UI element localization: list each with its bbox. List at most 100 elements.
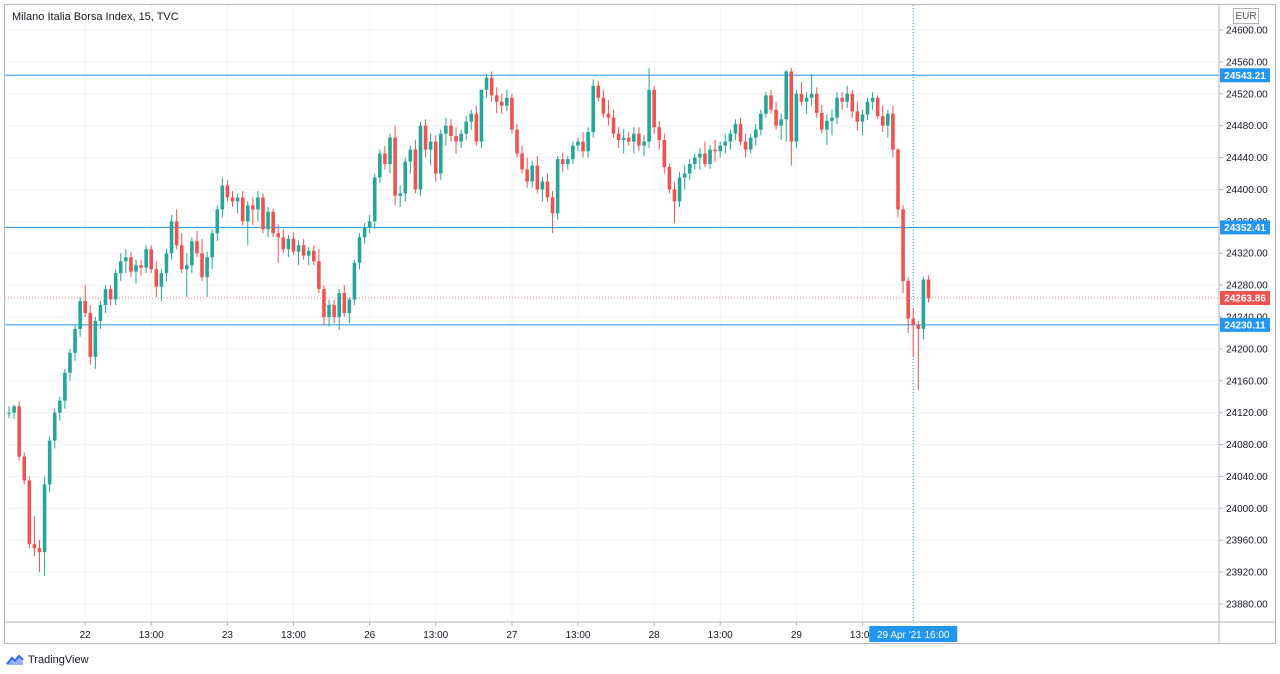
candle[interactable] — [545, 173, 550, 202]
candle[interactable] — [586, 127, 590, 158]
candle[interactable] — [896, 147, 900, 218]
candle[interactable] — [7, 406, 11, 419]
brand-logo[interactable]: TradingView — [6, 652, 89, 668]
candle[interactable] — [525, 157, 529, 188]
candle[interactable] — [235, 193, 240, 214]
candle[interactable] — [230, 191, 235, 207]
candle[interactable] — [748, 133, 753, 154]
candles[interactable] — [7, 68, 931, 577]
candle[interactable] — [581, 132, 585, 158]
candle[interactable] — [764, 92, 768, 118]
candle[interactable] — [809, 73, 814, 106]
candle[interactable] — [870, 92, 875, 110]
candle[interactable] — [916, 320, 921, 391]
candle[interactable] — [662, 133, 667, 174]
candle[interactable] — [718, 141, 722, 158]
candle[interactable] — [78, 297, 82, 337]
candle[interactable] — [154, 261, 159, 298]
candle[interactable] — [83, 285, 87, 317]
candle[interactable] — [911, 309, 916, 357]
candle[interactable] — [799, 81, 804, 106]
candle[interactable] — [317, 249, 321, 294]
candle[interactable] — [98, 301, 103, 329]
candle[interactable] — [657, 120, 662, 150]
candle[interactable] — [362, 222, 367, 244]
candle[interactable] — [47, 436, 52, 493]
candle[interactable] — [337, 289, 341, 330]
candle[interactable] — [789, 68, 794, 166]
candle[interactable] — [367, 214, 372, 234]
candle[interactable] — [403, 157, 408, 202]
candle[interactable] — [901, 205, 905, 294]
candle[interactable] — [850, 89, 855, 118]
candle[interactable] — [164, 249, 169, 282]
candle[interactable] — [515, 124, 519, 158]
candle[interactable] — [225, 179, 230, 202]
candle[interactable] — [469, 109, 474, 130]
candle[interactable] — [276, 224, 281, 263]
candle[interactable] — [444, 117, 448, 146]
candle[interactable] — [52, 408, 57, 449]
candle[interactable] — [886, 109, 890, 138]
candle[interactable] — [891, 105, 895, 158]
candle[interactable] — [296, 240, 301, 266]
candle[interactable] — [855, 101, 860, 131]
candle[interactable] — [626, 132, 631, 146]
candle[interactable] — [372, 173, 377, 230]
candle[interactable] — [42, 476, 47, 577]
candle[interactable] — [378, 149, 382, 184]
candle[interactable] — [530, 160, 535, 188]
candle[interactable] — [921, 277, 926, 340]
candle[interactable] — [606, 100, 611, 126]
price-axis[interactable]: 24600.00 24560.00 24520.00 24480.00 24440.00… — [1218, 5, 1270, 644]
candle[interactable] — [926, 275, 931, 303]
candle[interactable] — [672, 181, 677, 223]
candle[interactable] — [728, 129, 733, 150]
candle[interactable] — [611, 109, 616, 138]
candle[interactable] — [159, 269, 164, 302]
candle[interactable] — [291, 232, 296, 255]
candle[interactable] — [439, 129, 443, 180]
candle[interactable] — [190, 237, 194, 274]
candle[interactable] — [113, 269, 118, 306]
candle[interactable] — [555, 155, 560, 220]
candle[interactable] — [825, 114, 829, 145]
candle[interactable] — [616, 127, 621, 148]
candle[interactable] — [632, 127, 636, 154]
candle[interactable] — [733, 119, 738, 141]
candle[interactable] — [251, 197, 255, 226]
candle[interactable] — [266, 206, 270, 238]
candle[interactable] — [347, 297, 352, 324]
candle[interactable] — [860, 109, 865, 136]
candle[interactable] — [494, 87, 499, 113]
candle[interactable] — [210, 229, 214, 270]
candle[interactable] — [830, 109, 834, 136]
candle[interactable] — [413, 140, 418, 194]
candle[interactable] — [118, 253, 123, 282]
candle[interactable] — [510, 93, 514, 134]
candle[interactable] — [93, 317, 98, 369]
candle[interactable] — [769, 89, 773, 114]
candle[interactable] — [489, 71, 494, 102]
candle[interactable] — [642, 135, 646, 156]
candle[interactable] — [134, 259, 138, 284]
candle[interactable] — [220, 177, 225, 218]
candle[interactable] — [738, 117, 743, 146]
candle[interactable] — [103, 285, 108, 314]
candle[interactable] — [703, 141, 707, 168]
candle[interactable] — [73, 324, 77, 361]
candle[interactable] — [195, 230, 199, 258]
candle[interactable] — [464, 116, 468, 141]
candle[interactable] — [845, 85, 849, 109]
candle[interactable] — [875, 95, 880, 120]
candle[interactable] — [753, 124, 758, 146]
candle[interactable] — [479, 89, 484, 148]
candle[interactable] — [484, 73, 489, 98]
candle[interactable] — [540, 176, 545, 202]
candle[interactable] — [108, 285, 113, 306]
candle[interactable] — [240, 191, 245, 226]
candle[interactable] — [784, 69, 789, 142]
candle[interactable] — [774, 101, 778, 130]
candle[interactable] — [32, 516, 37, 557]
candle[interactable] — [652, 85, 656, 134]
